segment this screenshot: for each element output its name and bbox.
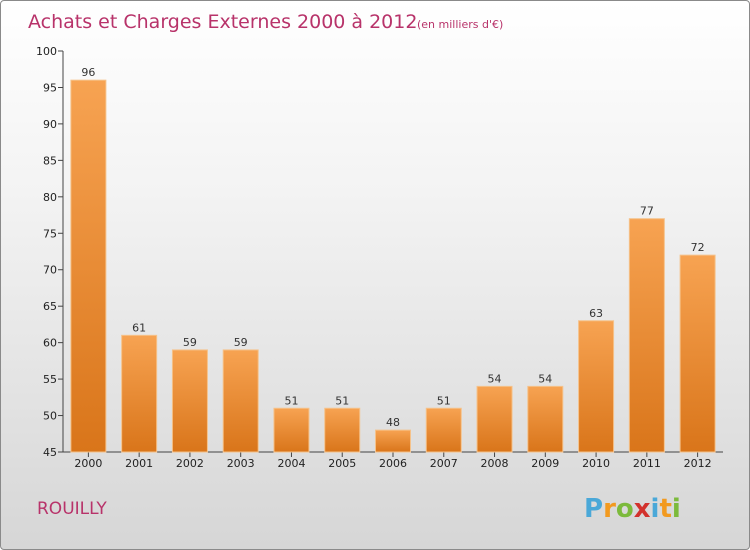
bar-2002 bbox=[171, 349, 208, 453]
value-label: 59 bbox=[183, 336, 197, 349]
y-tick-label: 50 bbox=[43, 410, 57, 423]
x-tick-label: 2000 bbox=[74, 457, 102, 470]
bar-2004 bbox=[273, 407, 310, 453]
bar-2010 bbox=[578, 320, 615, 453]
value-label: 59 bbox=[234, 336, 248, 349]
y-tick-label: 60 bbox=[43, 337, 57, 350]
y-tick-label: 45 bbox=[43, 446, 57, 459]
x-tick-label: 2002 bbox=[176, 457, 204, 470]
chart-subtitle: (en milliers d'€) bbox=[417, 18, 503, 31]
bar-2000 bbox=[70, 79, 107, 453]
x-tick-label: 2006 bbox=[379, 457, 407, 470]
value-label: 61 bbox=[132, 321, 146, 334]
y-tick-label: 80 bbox=[43, 191, 57, 204]
x-tick-label: 2010 bbox=[582, 457, 610, 470]
location-label: ROUILLY bbox=[37, 499, 107, 519]
x-tick-label: 2005 bbox=[328, 457, 356, 470]
x-tick-label: 2012 bbox=[684, 457, 712, 470]
proxiti-logo: Proxiti bbox=[584, 494, 681, 524]
y-tick-label: 65 bbox=[43, 300, 57, 313]
bar-2003 bbox=[222, 349, 259, 453]
value-label: 63 bbox=[589, 307, 603, 320]
x-tick-label: 2004 bbox=[277, 457, 305, 470]
x-tick-label: 2011 bbox=[633, 457, 661, 470]
bar-2005 bbox=[324, 407, 361, 453]
x-tick-label: 2003 bbox=[227, 457, 255, 470]
value-label: 72 bbox=[691, 241, 705, 254]
value-label: 96 bbox=[81, 66, 95, 79]
value-label: 51 bbox=[335, 394, 349, 407]
chart-title: Achats et Charges Externes 2000 à 2012 bbox=[28, 11, 417, 33]
axis-layer: 45 50 55 60 65 70 75 80 85 90 95 100 2000 2001 2002 200… bbox=[36, 45, 723, 470]
y-tick-label: 75 bbox=[43, 227, 57, 240]
x-tick-label: 2007 bbox=[430, 457, 458, 470]
value-label: 54 bbox=[488, 372, 502, 385]
bar-2012 bbox=[679, 254, 716, 453]
bar-layer: 96 61 59 59 51 51 48 51 54 54 63 77 72 bbox=[70, 66, 716, 453]
y-tick-label: 90 bbox=[43, 118, 57, 131]
bar-2006 bbox=[375, 429, 411, 453]
bar-2011 bbox=[628, 218, 665, 453]
bar-2008 bbox=[476, 385, 513, 453]
x-tick-label: 2009 bbox=[531, 457, 559, 470]
y-tick-label: 85 bbox=[43, 154, 57, 167]
bar-2001 bbox=[121, 334, 158, 453]
bar-2007 bbox=[425, 407, 462, 453]
y-tick-label: 100 bbox=[36, 45, 57, 58]
y-tick-label: 95 bbox=[43, 81, 57, 94]
value-label: 77 bbox=[640, 205, 654, 218]
value-label: 51 bbox=[437, 394, 451, 407]
y-tick-label: 55 bbox=[43, 373, 57, 386]
value-label: 48 bbox=[386, 416, 400, 429]
value-label: 54 bbox=[538, 372, 552, 385]
bar-2009 bbox=[527, 385, 564, 453]
y-tick-label: 70 bbox=[43, 264, 57, 277]
x-tick-label: 2001 bbox=[125, 457, 153, 470]
x-tick-label: 2008 bbox=[481, 457, 509, 470]
value-label: 51 bbox=[284, 394, 298, 407]
